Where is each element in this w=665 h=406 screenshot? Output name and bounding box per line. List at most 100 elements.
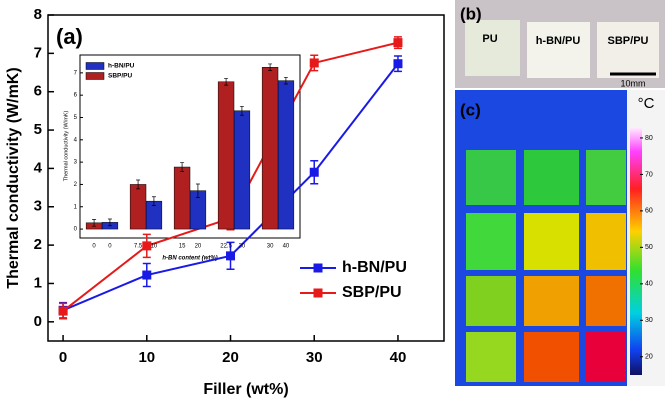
legend-swatch bbox=[85, 72, 105, 80]
inset-y-tick-label: 1 bbox=[74, 204, 78, 210]
inset-x-tick-label: 10 bbox=[151, 244, 158, 250]
y-tick-label: 6 bbox=[34, 83, 42, 100]
sample bbox=[466, 332, 516, 382]
marker bbox=[393, 59, 403, 69]
bar bbox=[277, 80, 295, 230]
inset-x-tick-label: 7.5 bbox=[134, 244, 143, 250]
panel-label: (b) bbox=[460, 4, 482, 23]
inset-y-axis-label: Thermal conductivity (W/mK) bbox=[63, 111, 69, 182]
y-tick-label: 0 bbox=[34, 313, 42, 330]
y-tick-label: 4 bbox=[34, 159, 43, 176]
y-tick-label: 8 bbox=[34, 6, 42, 23]
sample bbox=[524, 276, 579, 326]
sample bbox=[524, 332, 579, 382]
legend-label: SBP/PU bbox=[342, 284, 402, 301]
marker bbox=[309, 167, 319, 177]
sample-label: SBP/PU bbox=[608, 35, 649, 47]
legend-swatch bbox=[85, 62, 105, 70]
y-axis-label: Thermal conductivity (W/mK) bbox=[5, 67, 22, 288]
sample-label: PU bbox=[482, 33, 497, 45]
x-tick-label: 0 bbox=[59, 349, 67, 366]
inset-x-tick-label: 0 bbox=[108, 244, 112, 250]
legend-label: h-BN/PU bbox=[342, 259, 407, 276]
error-bar bbox=[92, 219, 97, 227]
error-bar bbox=[239, 105, 244, 116]
error-bar bbox=[136, 179, 141, 190]
bar bbox=[261, 67, 279, 230]
marker bbox=[393, 38, 403, 48]
marker bbox=[142, 241, 152, 251]
inset-x-tick-label: 15 bbox=[179, 244, 186, 250]
error-bar bbox=[195, 183, 200, 198]
sample bbox=[466, 276, 516, 326]
y-tick-label: 7 bbox=[34, 44, 42, 61]
inset-y-tick-label: 5 bbox=[74, 115, 78, 121]
legend-label: SBP/PU bbox=[108, 73, 133, 80]
y-tick-label: 2 bbox=[34, 236, 42, 253]
colorbar bbox=[630, 127, 642, 375]
inset-x-axis-label: h-BN content (wt%) bbox=[162, 256, 217, 262]
sample-card bbox=[465, 20, 520, 76]
inset-y-tick-label: 7 bbox=[74, 70, 78, 76]
x-tick-label: 30 bbox=[306, 349, 323, 366]
sample bbox=[586, 150, 626, 205]
x-tick-label: 40 bbox=[390, 349, 407, 366]
inset-y-tick-label: 3 bbox=[74, 160, 78, 166]
marker bbox=[142, 270, 152, 280]
colorbar-tick-label: 40 bbox=[645, 281, 653, 288]
scale-label: 10mm bbox=[620, 78, 645, 88]
inset-y-tick-label: 6 bbox=[74, 93, 78, 99]
inset-x-tick-label: 0 bbox=[92, 244, 96, 250]
sample bbox=[586, 332, 626, 382]
error-bar bbox=[268, 63, 273, 71]
plot-frame bbox=[47, 14, 445, 342]
bar bbox=[233, 110, 251, 230]
colorbar-tick-label: 70 bbox=[645, 171, 653, 178]
inset-y-tick-label: 0 bbox=[74, 227, 78, 233]
bar bbox=[217, 81, 235, 230]
y-tick-label: 1 bbox=[34, 274, 42, 291]
inset-x-tick-label: 30 bbox=[267, 244, 274, 250]
colorbar-tick-label: 50 bbox=[645, 244, 653, 251]
colorbar-tick-label: 80 bbox=[645, 135, 653, 142]
legend-marker bbox=[313, 263, 323, 273]
x-tick-label: 20 bbox=[222, 349, 239, 366]
y-tick-label: 3 bbox=[34, 198, 42, 215]
sample bbox=[586, 276, 626, 326]
marker bbox=[58, 306, 68, 316]
colorbar-tick-label: 20 bbox=[645, 354, 653, 361]
marker bbox=[226, 251, 236, 261]
x-axis-label: Filler (wt%) bbox=[203, 381, 288, 398]
error-bar bbox=[151, 196, 156, 206]
sample bbox=[466, 150, 516, 205]
sample bbox=[524, 150, 579, 205]
bar bbox=[129, 184, 147, 230]
marker bbox=[309, 58, 319, 68]
legend-label: h-BN/PU bbox=[108, 63, 135, 70]
bar bbox=[173, 166, 191, 230]
inset-x-tick-label: 40 bbox=[283, 244, 290, 250]
sample-card bbox=[597, 22, 659, 78]
error-bar bbox=[283, 76, 288, 85]
panel-label: (a) bbox=[56, 24, 83, 49]
inset-x-tick-label: 30 bbox=[239, 244, 246, 250]
sample-label: h-BN/PU bbox=[536, 35, 581, 47]
panel-label: (c) bbox=[460, 100, 481, 119]
sample-card bbox=[527, 22, 590, 78]
colorbar-tick-label: 30 bbox=[645, 317, 653, 324]
sample bbox=[466, 213, 516, 270]
colorbar-tick-label: 60 bbox=[645, 208, 653, 215]
inset-y-tick-label: 4 bbox=[74, 137, 78, 143]
legend-marker bbox=[313, 288, 323, 298]
error-bar bbox=[107, 218, 112, 227]
inset-x-tick-label: 22.5 bbox=[220, 244, 232, 250]
y-tick-label: 5 bbox=[34, 121, 42, 138]
colorbar-unit: °C bbox=[638, 95, 655, 112]
error-bar bbox=[180, 162, 185, 172]
inset-x-tick-label: 20 bbox=[195, 244, 202, 250]
error-bar bbox=[224, 78, 229, 86]
sample bbox=[586, 213, 626, 270]
thermal-samples bbox=[466, 150, 626, 382]
x-tick-label: 10 bbox=[138, 349, 155, 366]
